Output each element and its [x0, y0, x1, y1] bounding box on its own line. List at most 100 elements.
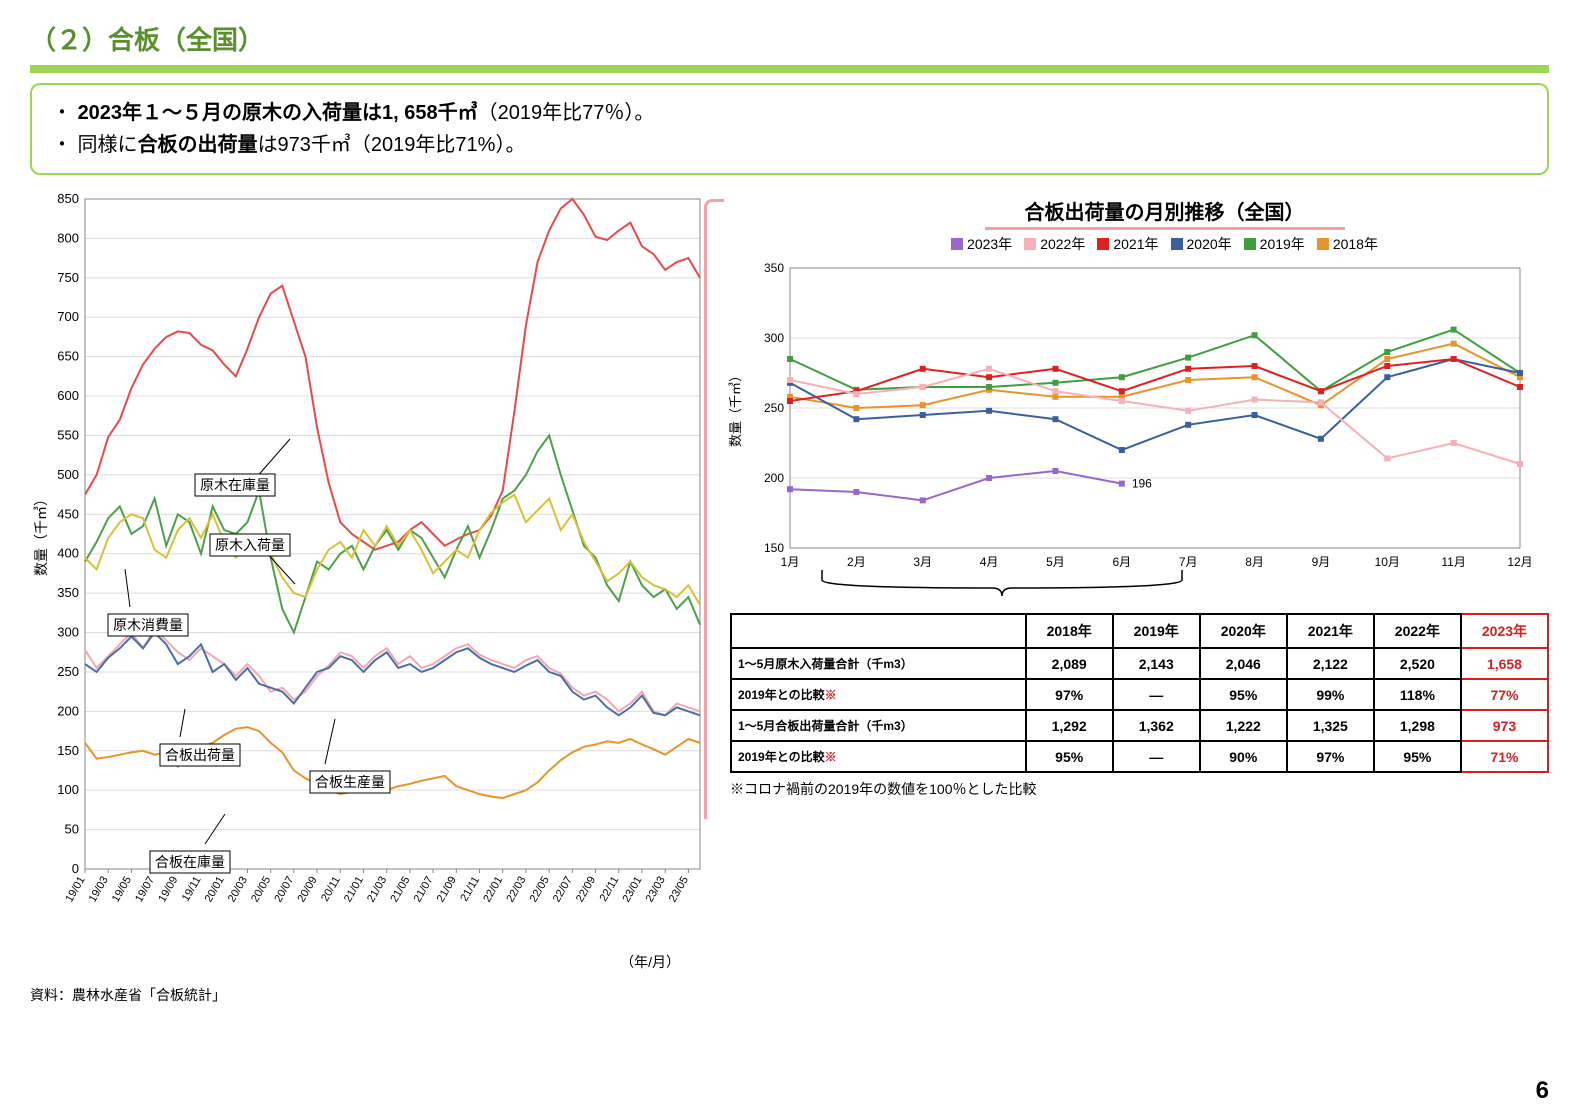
svg-text:合板在庫量: 合板在庫量: [155, 854, 225, 870]
svg-text:合板生産量: 合板生産量: [315, 774, 385, 790]
svg-text:6月: 6月: [1112, 555, 1131, 569]
svg-text:5月: 5月: [1046, 555, 1065, 569]
right-chart-title: 合板出荷量の月別推移（全国）: [985, 194, 1345, 230]
svg-text:400: 400: [57, 546, 79, 561]
svg-text:200: 200: [57, 703, 79, 718]
svg-text:22/01: 22/01: [481, 875, 505, 905]
svg-text:21/01: 21/01: [342, 875, 366, 905]
svg-text:0: 0: [72, 861, 79, 876]
svg-text:数量（千㎥）: 数量（千㎥）: [728, 369, 743, 447]
svg-text:20/01: 20/01: [203, 875, 227, 905]
svg-text:20/09: 20/09: [296, 875, 320, 905]
svg-text:原木入荷量: 原木入荷量: [215, 537, 285, 553]
main-line-chart: 0 50 100 150 200 250 300 350 400 450 500 550 600 650 7…: [30, 189, 710, 979]
svg-text:600: 600: [57, 388, 79, 403]
svg-text:250: 250: [764, 401, 784, 415]
legend-item: 2021年: [1097, 234, 1158, 254]
svg-text:750: 750: [57, 270, 79, 285]
page-number: 6: [1536, 1077, 1549, 1105]
bracket-icon: [812, 570, 1192, 598]
table-row: 2019年との比較※95%—90%97%95%71%: [731, 741, 1548, 772]
svg-text:23/01: 23/01: [620, 875, 644, 905]
svg-text:21/11: 21/11: [458, 875, 482, 904]
svg-text:19/09: 19/09: [156, 875, 180, 905]
svg-text:800: 800: [57, 230, 79, 245]
svg-text:350: 350: [764, 261, 784, 275]
svg-text:21/03: 21/03: [365, 875, 389, 905]
svg-text:11月: 11月: [1441, 555, 1465, 569]
svg-text:150: 150: [57, 743, 79, 758]
svg-text:22/03: 22/03: [504, 875, 528, 905]
legend-item: 2018年: [1317, 234, 1378, 254]
svg-text:23/05: 23/05: [667, 875, 691, 905]
table-header: 2021年: [1287, 614, 1374, 648]
svg-text:8月: 8月: [1245, 555, 1264, 569]
svg-text:9月: 9月: [1312, 555, 1331, 569]
svg-text:3月: 3月: [913, 555, 932, 569]
svg-text:100: 100: [57, 782, 79, 797]
svg-text:4月: 4月: [980, 555, 999, 569]
svg-text:数量（千㎥）: 数量（千㎥）: [33, 492, 49, 576]
svg-text:21/05: 21/05: [388, 875, 412, 905]
svg-text:300: 300: [57, 625, 79, 640]
svg-text:250: 250: [57, 664, 79, 679]
table-header: 2022年: [1374, 614, 1461, 648]
table-row: 1～5月合板出荷量合計（千m3）1,2921,3621,2221,3251,29…: [731, 710, 1548, 741]
source-note: 資料：農林水産省「合板統計」: [30, 985, 710, 1005]
table-footnote: ※コロナ禍前の2019年の数値を100％とした比較: [730, 779, 1549, 799]
svg-text:50: 50: [65, 822, 79, 837]
right-chart-legend: 2023年2022年2021年2020年2019年2018年: [780, 234, 1549, 254]
svg-text:150: 150: [764, 541, 784, 555]
table-header: [731, 614, 1026, 648]
svg-text:19/11: 19/11: [180, 875, 204, 904]
svg-text:19/03: 19/03: [87, 875, 111, 905]
header-divider: [30, 65, 1549, 73]
svg-text:19/07: 19/07: [133, 875, 157, 905]
right-line-chart: 150 200 250 300 350 1月 2月 3月 4月 5月 6月 7月 8月 9月 10月 11月 1…: [720, 258, 1540, 578]
table-header: 2018年: [1026, 614, 1113, 648]
svg-text:500: 500: [57, 467, 79, 482]
svg-text:20/05: 20/05: [249, 875, 273, 905]
table-header: 2019年: [1113, 614, 1200, 648]
summary-line-2: ・ 同様に合板の出荷量は973千㎥（2019年比71%）。: [52, 129, 1527, 161]
legend-item: 2023年: [951, 234, 1012, 254]
svg-text:19/01: 19/01: [63, 875, 87, 905]
svg-text:22/09: 22/09: [574, 875, 598, 905]
summary-box: ・ 2023年１～５月の原木の入荷量は1, 658千㎥（2019年比77％）。 …: [30, 83, 1549, 175]
table-row: 2019年との比較※97%—95%99%118%77%: [731, 679, 1548, 710]
svg-text:350: 350: [57, 585, 79, 600]
page-title: （２）合板（全国）: [30, 20, 1549, 57]
svg-text:700: 700: [57, 309, 79, 324]
svg-text:19/05: 19/05: [110, 875, 134, 905]
svg-text:21/09: 21/09: [435, 875, 459, 905]
legend-item: 2019年: [1244, 234, 1305, 254]
svg-text:原木消費量: 原木消費量: [113, 617, 183, 633]
svg-text:20/11: 20/11: [319, 875, 343, 904]
svg-text:850: 850: [57, 191, 79, 206]
connector-line: [704, 199, 724, 819]
svg-text:450: 450: [57, 506, 79, 521]
comparison-table: 2018年2019年2020年2021年2022年2023年1～5月原木入荷量合…: [730, 613, 1549, 773]
svg-text:23/03: 23/03: [644, 875, 668, 905]
table-row: 1～5月原木入荷量合計（千m3）2,0892,1432,0462,1222,52…: [731, 648, 1548, 679]
svg-text:22/05: 22/05: [528, 875, 552, 905]
svg-text:1月: 1月: [781, 555, 800, 569]
svg-text:2月: 2月: [847, 555, 866, 569]
svg-text:20/03: 20/03: [226, 875, 250, 905]
svg-text:650: 650: [57, 349, 79, 364]
legend-item: 2022年: [1024, 234, 1085, 254]
table-header: 2023年: [1461, 614, 1548, 648]
svg-text:196: 196: [1132, 477, 1152, 491]
svg-text:10月: 10月: [1375, 555, 1400, 569]
svg-text:12月: 12月: [1507, 555, 1532, 569]
svg-text:200: 200: [764, 471, 784, 485]
svg-text:原木在庫量: 原木在庫量: [200, 477, 270, 493]
table-header: 2020年: [1200, 614, 1287, 648]
svg-text:300: 300: [764, 331, 784, 345]
svg-text:20/07: 20/07: [272, 875, 296, 905]
svg-text:21/07: 21/07: [412, 875, 436, 905]
svg-text:7月: 7月: [1179, 555, 1198, 569]
svg-text:（年/月）: （年/月）: [620, 954, 680, 970]
summary-line-1: ・ 2023年１～５月の原木の入荷量は1, 658千㎥（2019年比77％）。: [52, 97, 1527, 129]
svg-text:550: 550: [57, 427, 79, 442]
